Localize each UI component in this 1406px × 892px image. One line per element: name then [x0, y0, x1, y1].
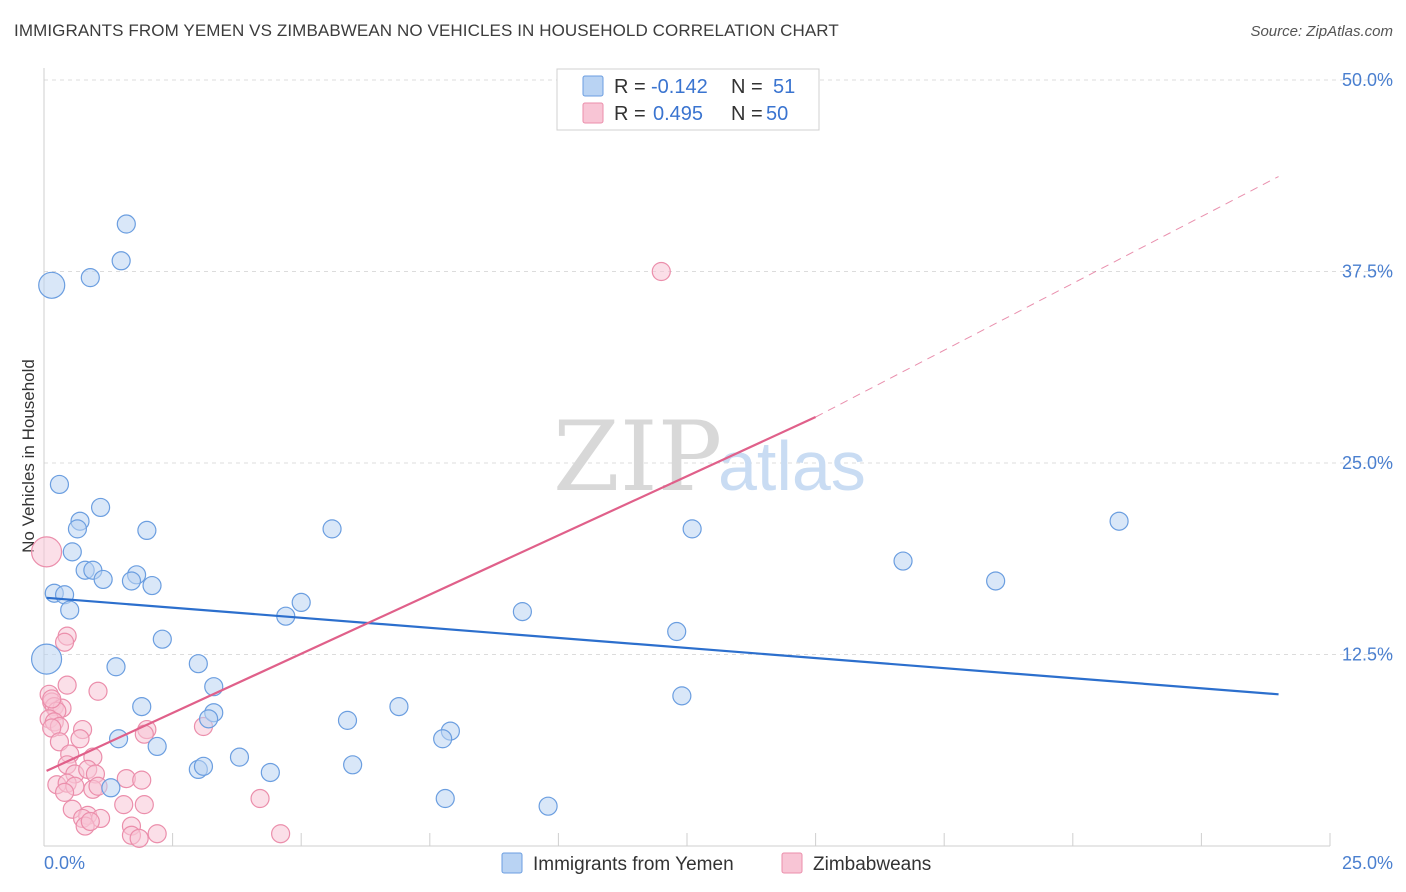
data-point-immigrants-from-yemen	[62, 542, 82, 562]
data-point-zimbabweans	[147, 824, 167, 844]
data-point-immigrants-from-yemen	[260, 762, 280, 783]
data-point-zimbabweans	[271, 824, 291, 844]
data-point-zimbabweans	[134, 795, 154, 815]
data-point-immigrants-from-yemen	[93, 569, 113, 590]
data-point-zimbabweans	[70, 729, 90, 749]
trend-line-zimbabweans-extension	[815, 176, 1279, 418]
x-tick-label: 0.0%	[44, 853, 85, 873]
data-point-immigrants-from-yemen	[49, 474, 70, 495]
source-label: Source: ZipAtlas.com	[1250, 23, 1393, 40]
legend-swatch-blue	[582, 75, 604, 97]
data-point-immigrants-from-yemen	[229, 747, 250, 767]
y-tick-label: 25.0%	[1342, 453, 1393, 473]
legend-box: R = -0.142 N = 51 R = 0.495 N = 50	[556, 68, 820, 131]
data-point-immigrants-from-yemen	[291, 592, 311, 613]
data-point-immigrants-from-yemen	[147, 736, 167, 757]
data-point-immigrants-from-yemen	[38, 271, 66, 299]
data-point-zimbabweans	[651, 261, 671, 282]
data-point-immigrants-from-yemen	[101, 778, 121, 798]
trend-line-zimbabweans	[46, 416, 817, 772]
data-point-zimbabweans	[49, 732, 70, 752]
data-point-zimbabweans	[129, 828, 149, 848]
legend-n-value-blue: 51	[773, 76, 795, 98]
data-point-immigrants-from-yemen	[1109, 511, 1129, 531]
bottom-legend-swatch-blue	[501, 852, 523, 874]
legend-r-value-blue: -0.142	[651, 76, 708, 98]
data-point-immigrants-from-yemen	[893, 551, 913, 571]
series-zimbabweans	[30, 261, 671, 848]
data-point-zimbabweans	[54, 632, 75, 652]
data-point-immigrants-from-yemen	[60, 600, 80, 620]
data-point-zimbabweans	[42, 689, 62, 709]
bottom-legend-label-blue: Immigrants from Yemen	[533, 854, 734, 875]
data-point-immigrants-from-yemen	[106, 657, 126, 677]
data-point-immigrants-from-yemen	[337, 710, 358, 730]
data-point-immigrants-from-yemen	[199, 709, 219, 729]
legend-n-label-pink: N =	[731, 103, 763, 125]
data-point-immigrants-from-yemen	[322, 519, 342, 539]
data-point-zimbabweans	[57, 675, 77, 695]
watermark: ZIP atlas	[553, 401, 866, 513]
data-point-immigrants-from-yemen	[435, 788, 455, 809]
data-point-immigrants-from-yemen	[111, 251, 131, 271]
legend-r-value-pink: 0.495	[653, 103, 703, 125]
data-point-zimbabweans	[54, 782, 75, 802]
data-point-zimbabweans	[30, 536, 63, 568]
legend-r-label-pink: R =	[614, 103, 646, 125]
trend-line-immigrants-from-yemen	[46, 596, 1279, 696]
grid-lines	[44, 79, 1392, 655]
data-point-immigrants-from-yemen	[682, 519, 702, 539]
data-point-immigrants-from-yemen	[188, 654, 208, 674]
watermark-atlas: atlas	[718, 427, 866, 505]
data-point-immigrants-from-yemen	[132, 696, 152, 717]
watermark-zip: ZIP	[553, 401, 722, 513]
y-axis-label: No Vehicles in Household	[19, 359, 38, 553]
data-point-immigrants-from-yemen	[433, 729, 453, 749]
data-point-immigrants-from-yemen	[121, 571, 142, 591]
legend-r-label-blue: R =	[614, 76, 646, 98]
legend-n-value-pink: 50	[766, 103, 788, 125]
data-point-immigrants-from-yemen	[343, 755, 363, 775]
data-point-immigrants-from-yemen	[90, 497, 111, 518]
data-point-zimbabweans	[250, 788, 270, 809]
y-tick-label: 12.5%	[1342, 645, 1393, 665]
data-point-immigrants-from-yemen	[142, 575, 162, 596]
data-point-zimbabweans	[88, 681, 108, 701]
data-point-immigrants-from-yemen	[389, 696, 409, 717]
bottom-legend-label-pink: Zimbabweans	[813, 854, 931, 875]
data-point-immigrants-from-yemen	[152, 629, 172, 649]
data-point-immigrants-from-yemen	[193, 756, 214, 776]
data-point-immigrants-from-yemen	[80, 268, 100, 288]
data-point-zimbabweans	[132, 770, 152, 790]
data-point-immigrants-from-yemen	[137, 520, 157, 541]
y-tick-label: 37.5%	[1342, 262, 1393, 282]
bottom-legend: Immigrants from Yemen Zimbabweans	[501, 852, 931, 875]
trend-lines	[46, 176, 1279, 772]
tick-labels: 12.5% 25.0% 37.5% 50.0% 0.0% 25.0%	[44, 70, 1393, 873]
legend-n-label-blue: N =	[731, 76, 763, 98]
data-point-immigrants-from-yemen	[116, 214, 136, 234]
data-point-immigrants-from-yemen	[667, 621, 687, 642]
chart-title: IMMIGRANTS FROM YEMEN VS ZIMBABWEAN NO V…	[14, 21, 839, 40]
legend-swatch-pink	[582, 102, 604, 124]
data-point-zimbabweans	[114, 795, 134, 815]
bottom-legend-swatch-pink	[781, 852, 803, 874]
data-point-immigrants-from-yemen	[986, 571, 1006, 591]
x-tick-label: 25.0%	[1342, 853, 1393, 873]
data-point-zimbabweans	[80, 811, 100, 832]
y-tick-label: 50.0%	[1342, 70, 1393, 90]
data-point-immigrants-from-yemen	[67, 519, 88, 539]
data-point-immigrants-from-yemen	[30, 643, 63, 675]
data-point-immigrants-from-yemen	[538, 796, 558, 816]
data-point-immigrants-from-yemen	[512, 602, 532, 622]
data-point-immigrants-from-yemen	[672, 686, 692, 706]
